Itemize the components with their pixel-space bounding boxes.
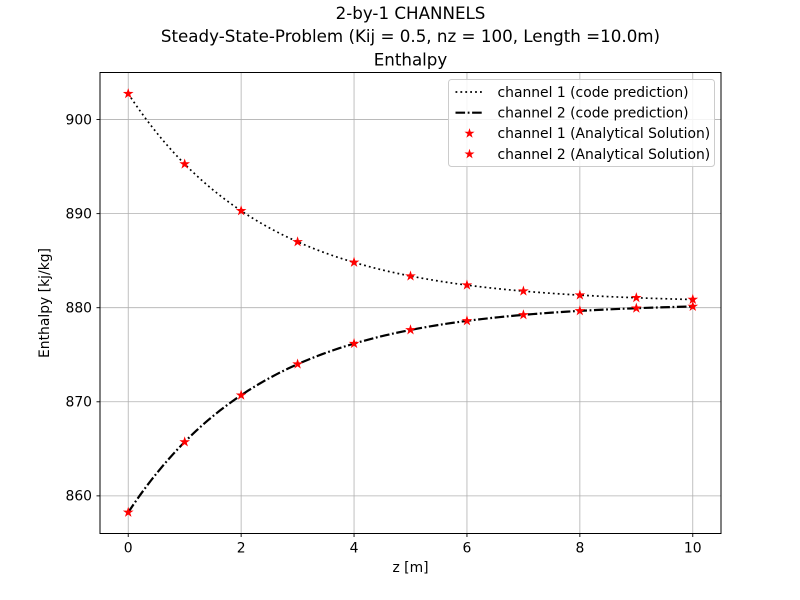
legend-sample-star-marker bbox=[464, 128, 475, 138]
x-axis-label: z [m] bbox=[392, 560, 428, 576]
axes-frame bbox=[99, 72, 722, 534]
channel-2-analytical-markers bbox=[122, 300, 699, 517]
star-marker bbox=[235, 205, 247, 216]
legend-entry-label: channel 1 (code prediction) bbox=[498, 85, 689, 101]
star-marker bbox=[405, 270, 416, 281]
y-tick-label: 880 bbox=[65, 301, 92, 317]
y-tick-label: 870 bbox=[65, 395, 92, 411]
star-marker bbox=[179, 436, 191, 447]
star-marker bbox=[179, 158, 191, 169]
legend-entry-label: channel 1 (Analytical Solution) bbox=[498, 126, 711, 142]
chart-title-line: Enthalpy bbox=[374, 49, 448, 69]
y-tick-label: 890 bbox=[65, 206, 92, 222]
y-axis: 860 870 880 890 900 bbox=[65, 112, 100, 505]
star-marker bbox=[461, 315, 473, 326]
x-tick-label: 2 bbox=[237, 541, 246, 557]
star-marker bbox=[461, 279, 473, 290]
star-marker bbox=[630, 302, 642, 313]
star-marker bbox=[574, 289, 586, 300]
legend: channel 1 (code prediction) channel 2 (co… bbox=[448, 79, 715, 167]
x-axis: 0 2 4 6 8 10 bbox=[124, 533, 702, 557]
star-marker bbox=[292, 236, 303, 247]
star-marker bbox=[122, 506, 134, 517]
channel-1-analytical-markers bbox=[122, 88, 699, 305]
star-marker bbox=[348, 338, 360, 349]
star-marker bbox=[518, 285, 529, 296]
x-tick-label: 4 bbox=[350, 541, 359, 557]
legend-box bbox=[448, 79, 715, 167]
star-marker bbox=[630, 292, 642, 303]
legend-sample-star-marker bbox=[464, 148, 475, 159]
star-marker bbox=[687, 300, 699, 312]
star-marker bbox=[405, 324, 416, 335]
star-marker bbox=[235, 389, 247, 400]
chart-title-line: 2-by-1 CHANNELS bbox=[336, 3, 486, 23]
y-tick-label: 860 bbox=[65, 489, 92, 505]
y-tick-label: 900 bbox=[65, 112, 92, 128]
star-marker bbox=[518, 309, 529, 320]
star-marker bbox=[348, 256, 360, 267]
chart-title-line: Steady-State-Problem (Kij = 0.5, nz = 10… bbox=[161, 26, 660, 46]
channel-2-code-prediction-curve bbox=[127, 305, 693, 513]
x-tick-label: 6 bbox=[463, 541, 472, 557]
y-axis-label: Enthalpy [kj/kg] bbox=[37, 248, 53, 358]
x-tick-label: 0 bbox=[124, 541, 133, 557]
x-tick-label: 10 bbox=[684, 541, 702, 557]
star-marker bbox=[574, 305, 586, 316]
star-marker bbox=[687, 293, 699, 305]
legend-entry-label: channel 2 (code prediction) bbox=[498, 106, 689, 122]
x-tick-label: 8 bbox=[575, 541, 584, 557]
star-marker bbox=[122, 88, 134, 99]
star-marker bbox=[292, 358, 303, 369]
legend-entry-label: channel 2 (Analytical Solution) bbox=[498, 147, 711, 163]
